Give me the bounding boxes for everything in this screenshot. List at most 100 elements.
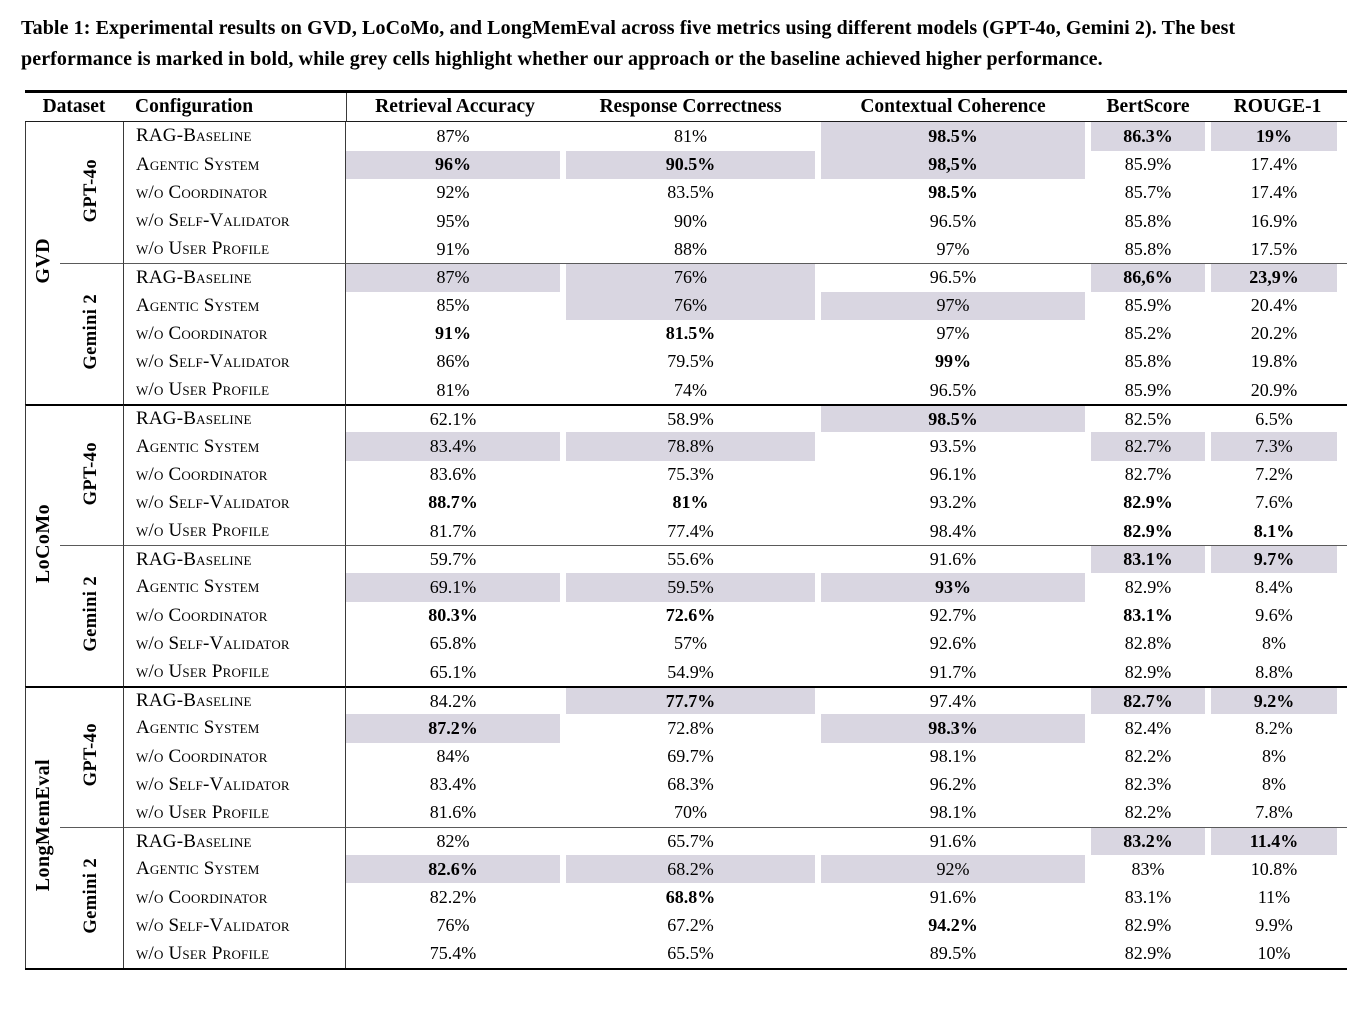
metric-cell: 7.8%	[1255, 802, 1293, 823]
metric-cell: 65.1%	[429, 661, 477, 682]
metric-cell: 82.8%	[1124, 633, 1172, 654]
metric-cell: 65.7%	[563, 827, 819, 855]
metric-cell: 84%	[436, 746, 470, 767]
metric-cell: 83.4%	[346, 432, 563, 461]
table-row: w/o User Profile 75.4% 65.5% 89.5% 82.9% 10%	[25, 939, 1347, 968]
metric-cell: 23,9%	[1208, 263, 1348, 292]
metric-cell: 17.5%	[1250, 238, 1298, 259]
metric-cell: 72.8%	[667, 717, 714, 738]
config-cell-w-o-coordinator: w/o Coordinator	[123, 883, 347, 912]
metric-cell: 83.1%	[1123, 605, 1173, 626]
model-group-cell: Gemini 2	[60, 263, 124, 404]
table-row: w/o Coordinator 91% 81.5% 97% 85.2% 20.2%	[25, 319, 1347, 348]
metric-cell: 74%	[674, 379, 708, 400]
metric-cell: 82.6%	[346, 855, 563, 884]
metric-cell: 20.9%	[1250, 379, 1298, 400]
metric-cell: 85.9%	[1124, 379, 1172, 400]
metric-cell: 82.9%	[1124, 943, 1172, 964]
metric-cell: 70%	[674, 802, 708, 823]
model-group-cell: Gemini 2	[60, 545, 124, 686]
metric-cell: 86.3%	[1088, 122, 1208, 151]
metric-cell: 75.3%	[667, 464, 714, 485]
metric-cell: 81%	[672, 492, 709, 513]
metric-cell: 8%	[1262, 746, 1287, 767]
header-retrieval-accuracy: Retrieval Accuracy	[346, 93, 564, 123]
config-cell-rag-baseline: RAG-Baseline	[123, 827, 347, 856]
model-label-gpt-4o: GPT-4o	[81, 158, 101, 223]
metric-cell: 68.2%	[563, 855, 818, 884]
config-cell-w-o-coordinator: w/o Coordinator	[123, 319, 347, 348]
metric-cell: 91.7%	[929, 661, 977, 682]
metric-cell: 58.9%	[563, 404, 819, 432]
metric-cell: 83.2%	[1088, 827, 1209, 856]
config-cell-agentic-system: Agentic System	[123, 291, 347, 320]
metric-cell: 92%	[818, 855, 1088, 884]
table-row: Agentic System 85% 76% 97% 85.9% 20.4%	[25, 291, 1347, 320]
metric-cell: 16.9%	[1250, 210, 1298, 231]
results-table: Dataset Configuration Retrieval Accuracy…	[25, 90, 1348, 970]
metric-cell: 75.4%	[429, 943, 477, 964]
metric-cell: 92.6%	[929, 633, 977, 654]
config-cell-w-o-self-validator: w/o Self-Validator	[123, 206, 347, 236]
config-cell-w-o-user-profile: w/o User Profile	[123, 517, 347, 546]
config-cell-agentic-system: Agentic System	[123, 855, 347, 884]
dataset-label-locomo: LoCoMo	[31, 504, 54, 584]
table-row: Gemini 2 RAG-Baseline 82% 65.7% 91.6% 83.2% 11…	[25, 827, 1348, 933]
metric-cell: 8.2%	[1255, 717, 1293, 738]
metric-cell: 72.6%	[665, 605, 716, 626]
metric-cell: 82.2%	[429, 887, 477, 908]
table-row: GVD GPT-4o RAG-Baseline 87% 81% 98.5% 86.3% 19%	[25, 122, 1347, 405]
metric-cell: 98.5%	[818, 122, 1088, 151]
table-row: Agentic System 82.6% 68.2% 92% 83% 10.8%	[25, 855, 1347, 884]
model-label-gemini-2: Gemini 2	[81, 575, 101, 652]
metric-cell: 17.4%	[1250, 154, 1298, 175]
metric-cell: 81%	[436, 379, 470, 400]
metric-cell: 17.4%	[1250, 182, 1298, 203]
config-cell-w-o-user-profile: w/o User Profile	[123, 798, 347, 828]
metric-cell: 7.2%	[1255, 464, 1293, 485]
table-row: w/o Self-Validator 83.4% 68.3% 96.2% 82.3% 8%	[25, 770, 1347, 799]
metric-cell: 76%	[563, 263, 819, 292]
metric-cell: 87%	[346, 263, 564, 292]
metric-cell: 20.4%	[1250, 295, 1298, 316]
metric-cell: 85%	[436, 295, 470, 316]
metric-cell: 7.6%	[1255, 492, 1293, 513]
metric-cell: 98,5%	[818, 150, 1088, 179]
metric-cell: 91.6%	[929, 887, 977, 908]
metric-cell: 93%	[818, 573, 1088, 602]
table-row: w/o Self-Validator 65.8% 57% 92.6% 82.8% 8%	[25, 629, 1347, 658]
metric-cell: 96.5%	[818, 263, 1089, 291]
table-row: Gemini 2 RAG-Baseline 87% 76% 96.5% 86,6% 23,9…	[25, 263, 1348, 370]
table-row: w/o Coordinator 82.2% 68.8% 91.6% 83.1% 11%	[25, 883, 1347, 912]
metric-cell: 92%	[436, 182, 470, 203]
metric-cell: 82.9%	[1124, 661, 1172, 682]
metric-cell: 94.2%	[928, 915, 978, 936]
metric-cell: 91%	[435, 323, 472, 344]
metric-cell: 57%	[674, 633, 708, 654]
config-cell-rag-baseline: RAG-Baseline	[123, 545, 347, 574]
metric-cell: 65.8%	[429, 633, 477, 654]
model-group-cell: GPT-4o	[60, 122, 123, 263]
metric-cell: 86%	[436, 351, 470, 372]
metric-cell: 62.1%	[346, 404, 564, 432]
metric-cell: 88%	[674, 238, 708, 259]
metric-cell: 78.8%	[563, 432, 818, 461]
metric-cell: 83.6%	[429, 464, 477, 485]
metric-cell: 98.1%	[929, 802, 977, 823]
table-row: Agentic System 96% 90.5% 98,5% 85.9% 17.4%	[25, 150, 1347, 179]
metric-cell: 97%	[818, 291, 1088, 320]
metric-cell: 82.9%	[1123, 520, 1173, 541]
metric-cell: 98.4%	[929, 520, 977, 541]
metric-cell: 82.9%	[1124, 576, 1172, 597]
table-row: Agentic System 87.2% 72.8% 98.3% 82.4% 8.2%	[25, 714, 1347, 743]
table-row: w/o Self-Validator 76% 67.2% 94.2% 82.9% 9.9%	[25, 911, 1347, 940]
header-response-correctness: Response Correctness	[563, 93, 819, 123]
metric-cell: 10.8%	[1250, 858, 1298, 879]
model-label-gemini-2: Gemini 2	[81, 857, 101, 934]
model-label-gpt-4o: GPT-4o	[81, 441, 101, 505]
table-row: w/o Coordinator 83.6% 75.3% 96.1% 82.7% 7.2%	[25, 460, 1347, 489]
config-cell-w-o-self-validator: w/o Self-Validator	[123, 629, 347, 658]
metric-cell: 91%	[436, 238, 470, 259]
header-contextual-coherence: Contextual Coherence	[818, 93, 1089, 123]
metric-cell: 9.7%	[1208, 545, 1348, 574]
